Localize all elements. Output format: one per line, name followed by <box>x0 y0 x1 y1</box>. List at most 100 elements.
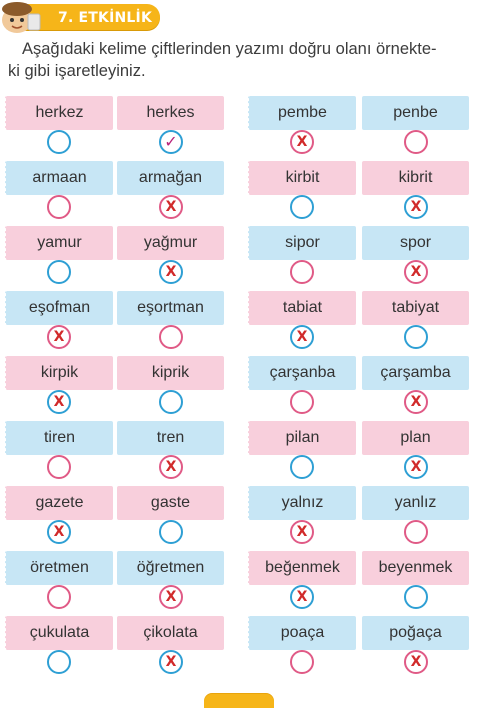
word-card: tiren <box>5 421 113 455</box>
word-label: spor <box>399 234 432 251</box>
word-card: gaste <box>117 486 224 520</box>
instruction-text: Aşağıdaki kelime çiftlerinden yazımı doğ… <box>8 38 478 82</box>
x-mark-icon: X <box>296 134 308 150</box>
answer-circle[interactable] <box>404 130 428 154</box>
word-card: poaça <box>248 616 356 650</box>
answer-circle[interactable]: X <box>404 390 428 414</box>
word-label: tiren <box>43 429 76 446</box>
word-label: çarşanba <box>269 364 336 381</box>
word-label: tabiat <box>282 299 323 316</box>
word-option: tabiyat <box>362 291 469 349</box>
answer-circle[interactable]: X <box>159 260 183 284</box>
answer-circle[interactable]: X <box>47 390 71 414</box>
x-mark-icon: X <box>165 264 177 280</box>
answer-circle[interactable]: X <box>404 455 428 479</box>
word-option: spor X <box>362 226 469 284</box>
word-card: yağmur <box>117 226 224 260</box>
word-card: yalnız <box>248 486 356 520</box>
word-option: yamur <box>5 226 113 284</box>
answer-circle[interactable]: X <box>290 325 314 349</box>
activity-header: 7. ETKİNLİK <box>0 0 487 36</box>
answer-circle[interactable]: X <box>290 585 314 609</box>
x-mark-icon: X <box>296 329 308 345</box>
word-label: armaan <box>32 169 87 186</box>
answer-circle[interactable]: X <box>290 520 314 544</box>
x-mark-icon: X <box>410 199 422 215</box>
answer-circle[interactable] <box>159 390 183 414</box>
word-card: tabiyat <box>362 291 469 325</box>
answer-circle[interactable]: X <box>404 650 428 674</box>
answer-circle[interactable]: X <box>47 520 71 544</box>
word-option: tabiat X <box>248 291 356 349</box>
answer-circle[interactable] <box>47 650 71 674</box>
word-card: tren <box>117 421 224 455</box>
word-card: eşofman <box>5 291 113 325</box>
answer-circle[interactable]: X <box>404 260 428 284</box>
word-option: plan X <box>362 421 469 479</box>
word-option: pilan <box>248 421 356 479</box>
answer-circle[interactable]: X <box>290 130 314 154</box>
answer-circle[interactable]: ✓ <box>159 130 183 154</box>
word-option: beyenmek <box>362 551 469 609</box>
word-label: tabiyat <box>391 299 440 316</box>
word-label: öğretmen <box>136 559 205 576</box>
answer-circle[interactable] <box>47 195 71 219</box>
word-option: yağmur X <box>117 226 224 284</box>
answer-circle[interactable] <box>47 585 71 609</box>
answer-circle[interactable] <box>47 260 71 284</box>
word-label: yamur <box>37 234 82 251</box>
word-label: kibrit <box>398 169 433 186</box>
answer-circle[interactable] <box>290 260 314 284</box>
answer-circle[interactable]: X <box>159 585 183 609</box>
answer-circle[interactable]: X <box>159 455 183 479</box>
word-card: penbe <box>362 96 469 130</box>
answer-circle[interactable] <box>159 325 183 349</box>
word-label: yanlız <box>394 494 437 511</box>
word-card: kibrit <box>362 161 469 195</box>
answer-circle[interactable] <box>404 585 428 609</box>
word-card: öğretmen <box>117 551 224 585</box>
word-label: herkez <box>35 104 84 121</box>
word-card: spor <box>362 226 469 260</box>
x-mark-icon: X <box>296 524 308 540</box>
word-label: kiprik <box>151 364 190 381</box>
answer-circle[interactable]: X <box>159 195 183 219</box>
answer-circle[interactable] <box>290 455 314 479</box>
word-option: herkez <box>5 96 113 154</box>
answer-circle[interactable] <box>290 390 314 414</box>
word-label: yağmur <box>143 234 198 251</box>
answer-circle[interactable] <box>47 455 71 479</box>
word-card: kirpik <box>5 356 113 390</box>
answer-circle[interactable]: X <box>47 325 71 349</box>
word-label: sipor <box>285 234 320 251</box>
answer-circle[interactable] <box>290 195 314 219</box>
word-card: yamur <box>5 226 113 260</box>
answer-circle[interactable] <box>47 130 71 154</box>
x-mark-icon: X <box>53 329 65 345</box>
word-option: öğretmen X <box>117 551 224 609</box>
x-mark-icon: X <box>165 589 177 605</box>
word-option: gazete X <box>5 486 113 544</box>
word-label: tren <box>156 429 185 446</box>
activity-title: 7. ETKİNLİK <box>58 10 152 26</box>
answer-circle[interactable] <box>290 650 314 674</box>
x-mark-icon: X <box>53 394 65 410</box>
answer-circle[interactable]: X <box>159 650 183 674</box>
answer-circle[interactable]: X <box>404 195 428 219</box>
word-card: herkes <box>117 96 224 130</box>
answer-circle[interactable] <box>159 520 183 544</box>
word-option: penbe <box>362 96 469 154</box>
word-card: beğenmek <box>248 551 356 585</box>
x-mark-icon: X <box>410 654 422 670</box>
answer-circle[interactable] <box>404 325 428 349</box>
word-option: öretmen <box>5 551 113 609</box>
word-option: poaça <box>248 616 356 674</box>
answer-circle[interactable] <box>404 520 428 544</box>
word-option: kirbit <box>248 161 356 219</box>
